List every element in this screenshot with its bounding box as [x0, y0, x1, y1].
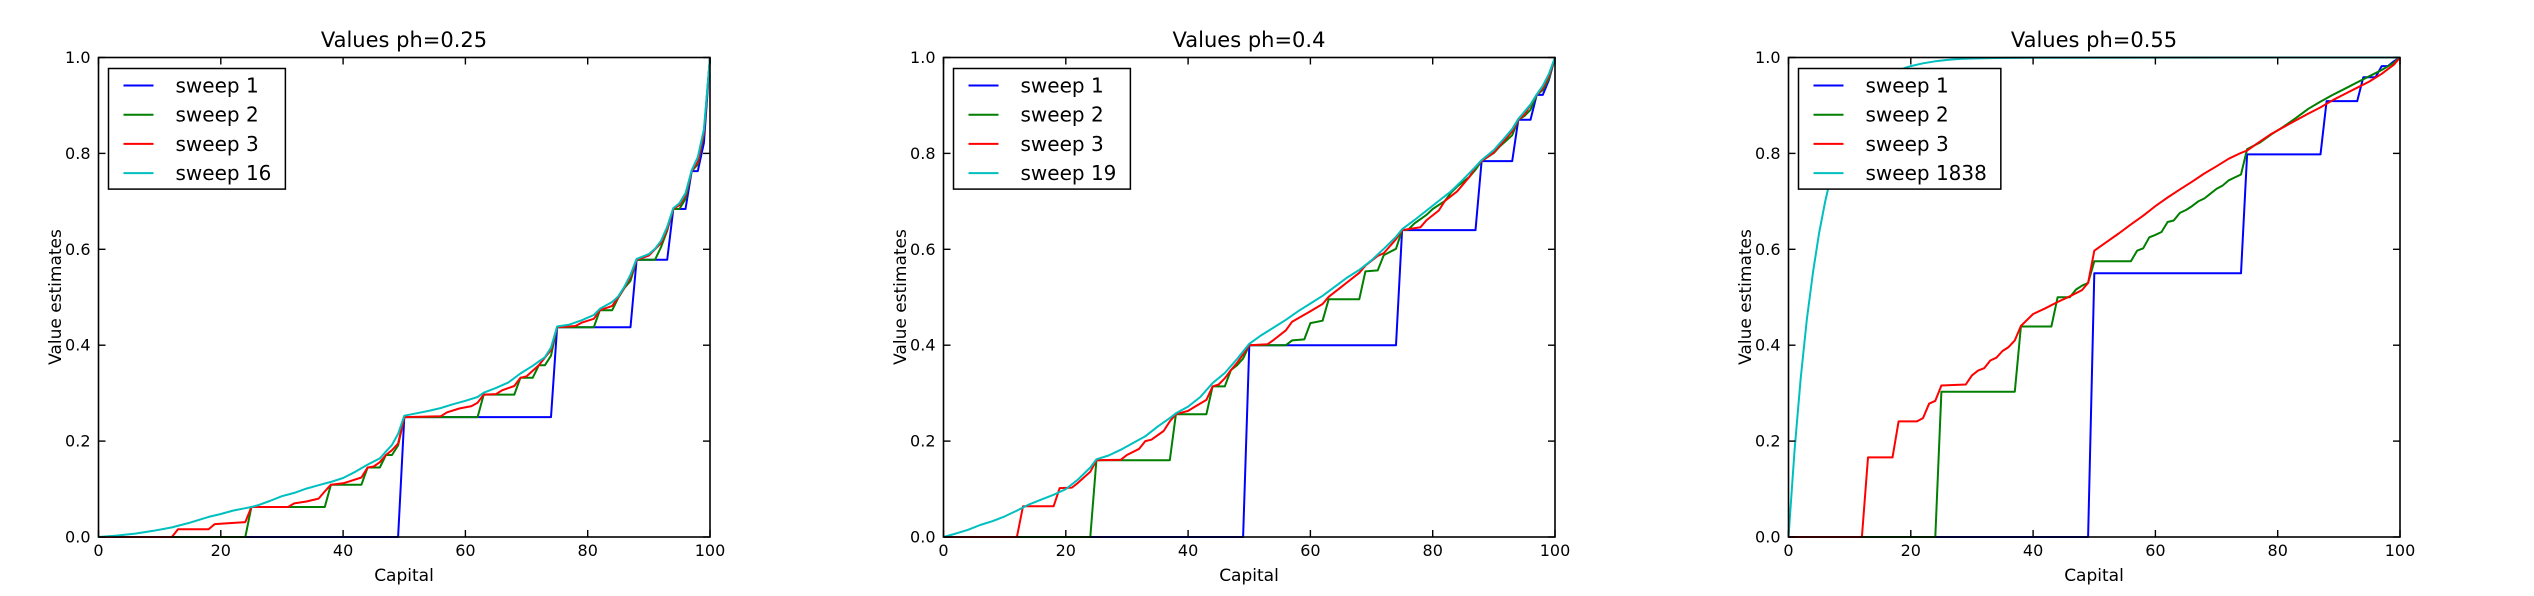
x-tick-label: 60	[1300, 541, 1320, 560]
y-tick-label: 0.0	[910, 528, 935, 547]
x-tick-label: 60	[455, 541, 475, 560]
legend-box	[952, 67, 1132, 190]
chart-title: Values ph=0.4	[1172, 28, 1326, 52]
y-tick-label: 0.0	[1755, 528, 1780, 547]
x-axis-label: Capital	[2064, 566, 2124, 586]
y-tick-label: 0.4	[1755, 336, 1780, 355]
legend-label: sweep 1	[1866, 74, 1949, 98]
x-tick-label: 60	[2145, 541, 2165, 560]
y-tick-label: 0.6	[65, 240, 90, 259]
legend-label: sweep 1	[176, 74, 259, 98]
x-tick-label: 100	[2385, 541, 2416, 560]
series-sweep-19	[943, 57, 1556, 538]
x-tick-label: 80	[1423, 541, 1443, 560]
y-tick-label: 0.8	[1755, 144, 1780, 163]
x-tick-label: 20	[211, 541, 231, 560]
x-tick-label: 40	[1178, 541, 1198, 560]
y-axis-label: Value estimates	[46, 229, 66, 365]
y-tick-label: 0.6	[910, 240, 935, 259]
y-tick-label: 0.2	[1755, 432, 1780, 451]
y-tick-label: 0.4	[910, 336, 935, 355]
legend-label: sweep 19	[1021, 161, 1117, 185]
subplot-ph-025: 0 20 40 60 80 100 0.0 0.2 0.4 0.6 0.8 1.0 sweep 1 swe…	[0, 0, 845, 596]
series-sweep-16	[98, 57, 711, 538]
legend: sweep 1 sweep 2 sweep 3 sweep 1838	[1797, 67, 2002, 190]
legend-label: sweep 3	[1021, 132, 1104, 156]
legend-label: sweep 1838	[1866, 161, 1987, 185]
subplot-ph-055: 0 20 40 60 80 100 0.0 0.2 0.4 0.6 0.8 1.0 sweep 1 swe…	[1690, 0, 2534, 596]
legend-label: sweep 2	[1021, 103, 1104, 127]
x-tick-label: 80	[2268, 541, 2288, 560]
y-tick-label: 0.6	[1755, 240, 1780, 259]
plot-frame	[942, 56, 1556, 538]
chart-title: Values ph=0.55	[2010, 28, 2178, 52]
series-sweep-2	[943, 57, 1556, 538]
series-sweep-3	[98, 57, 711, 538]
y-tick-label: 0.2	[65, 432, 90, 451]
legend-label: sweep 2	[176, 103, 259, 127]
plot-frame	[1787, 56, 2401, 538]
plot-frame	[97, 56, 711, 538]
x-tick-label: 80	[578, 541, 598, 560]
x-tick-label: 40	[2023, 541, 2043, 560]
y-axis-label: Value estimates	[891, 229, 911, 365]
x-tick-label: 20	[1056, 541, 1076, 560]
y-tick-label: 1.0	[1755, 48, 1780, 67]
legend-label: sweep 1	[1021, 74, 1104, 98]
x-axis-label: Capital	[374, 566, 434, 586]
subplot-ph-04: 0 20 40 60 80 100 0.0 0.2 0.4 0.6 0.8 1.0 sweep 1 swe…	[845, 0, 1690, 596]
chart-title: Values ph=0.25	[320, 28, 488, 52]
y-tick-label: 0.8	[65, 144, 90, 163]
legend-label: sweep 3	[176, 132, 259, 156]
x-tick-label: 0	[1783, 541, 1793, 560]
y-tick-label: 0.0	[65, 528, 90, 547]
x-axis-label: Capital	[1219, 566, 1279, 586]
y-tick-label: 0.4	[65, 336, 90, 355]
y-tick-label: 0.8	[910, 144, 935, 163]
x-tick-label: 100	[1540, 541, 1571, 560]
x-tick-label: 0	[938, 541, 948, 560]
legend-label: sweep 2	[1866, 103, 1949, 127]
legend: sweep 1 sweep 2 sweep 3 sweep 19	[952, 67, 1132, 190]
y-tick-label: 0.2	[910, 432, 935, 451]
series-sweep-3	[1788, 56, 2401, 538]
x-tick-label: 20	[1901, 541, 1921, 560]
x-tick-label: 0	[93, 541, 103, 560]
legend-label: sweep 3	[1866, 132, 1949, 156]
legend-box	[1797, 67, 2002, 190]
y-tick-label: 1.0	[910, 48, 935, 67]
y-tick-label: 1.0	[65, 48, 90, 67]
legend: sweep 1 sweep 2 sweep 3 sweep 16	[107, 67, 287, 190]
legend-label: sweep 16	[176, 161, 272, 185]
legend-box	[107, 67, 287, 190]
y-axis-label: Value estimates	[1736, 229, 1756, 365]
x-tick-label: 40	[333, 541, 353, 560]
x-tick-label: 100	[695, 541, 726, 560]
